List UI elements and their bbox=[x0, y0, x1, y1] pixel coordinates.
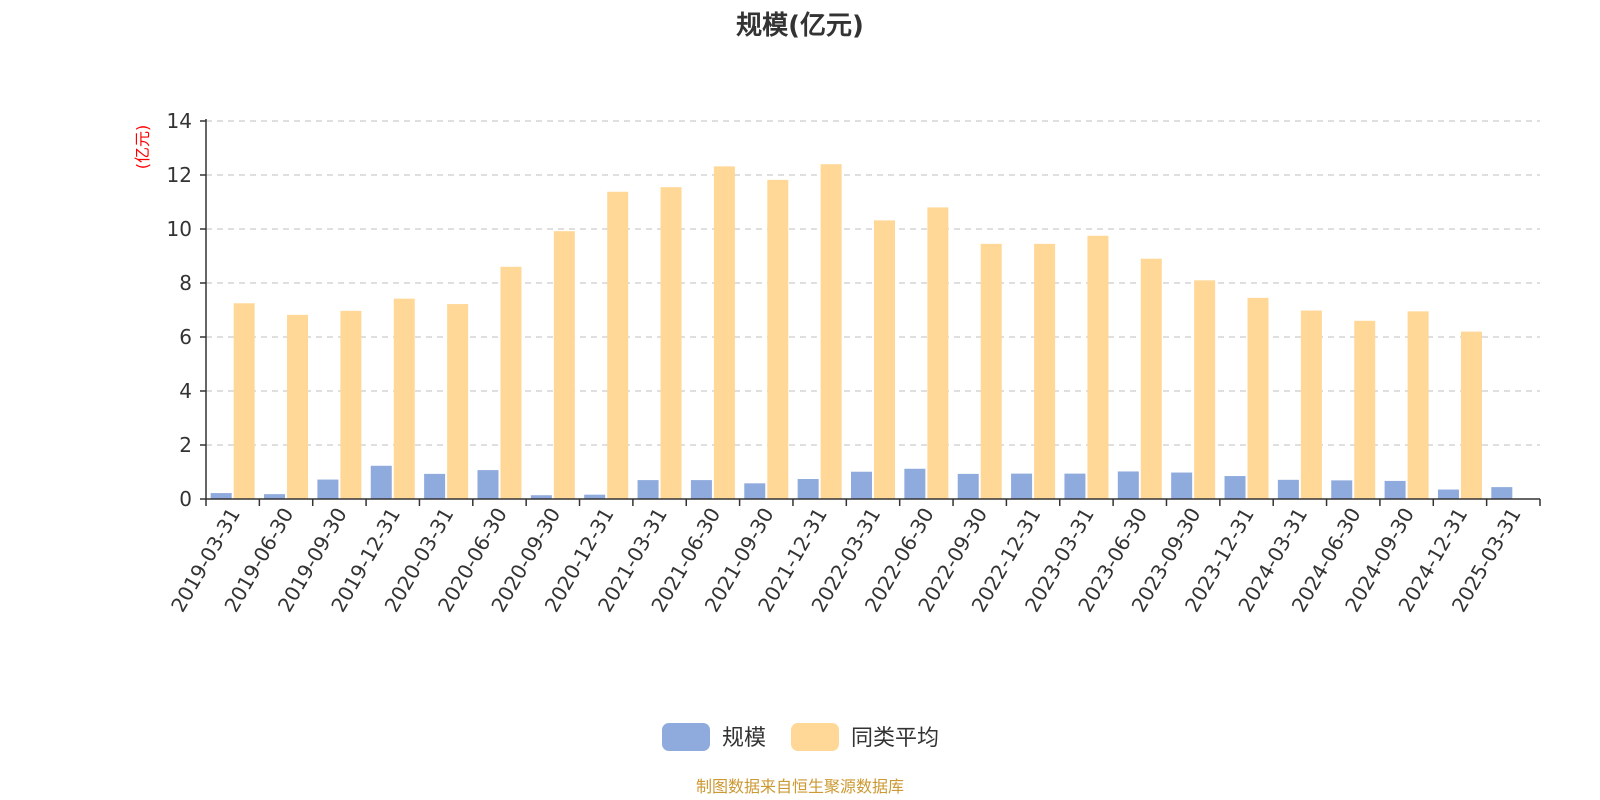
bar-peer-average bbox=[1407, 311, 1429, 499]
y-tick-label: 2 bbox=[179, 433, 192, 457]
bar-scale bbox=[690, 480, 712, 499]
bar-peer-average bbox=[233, 303, 255, 499]
bar-peer-average bbox=[1460, 331, 1482, 499]
bar-scale bbox=[477, 470, 499, 499]
bar-peer-average bbox=[1354, 320, 1376, 499]
legend-label-scale: 规模 bbox=[722, 726, 766, 751]
bar-peer-average bbox=[660, 187, 682, 499]
bar-peer-average bbox=[1034, 243, 1056, 499]
bar-scale bbox=[904, 468, 926, 499]
bar-scale bbox=[1491, 487, 1513, 499]
y-tick-label: 4 bbox=[179, 379, 192, 403]
bar-peer-average bbox=[927, 207, 949, 499]
bar-peer-average bbox=[447, 304, 469, 499]
bar-scale bbox=[210, 493, 232, 499]
y-tick-label: 6 bbox=[179, 325, 192, 349]
bar-peer-average bbox=[980, 243, 1002, 499]
bar-scale bbox=[1117, 471, 1139, 499]
legend-swatch-scale bbox=[662, 723, 710, 751]
bar-peer-average bbox=[287, 314, 309, 499]
bar-scale bbox=[637, 480, 659, 499]
bar-peer-average bbox=[713, 166, 735, 500]
bar-peer-average bbox=[500, 266, 522, 499]
bar-scale bbox=[1437, 489, 1459, 499]
bar-scale bbox=[1224, 476, 1246, 499]
y-axis-unit-label: (亿元) bbox=[133, 125, 152, 170]
bar-peer-average bbox=[820, 164, 842, 499]
axes: 024681012142019-03-312019-06-302019-09-3… bbox=[166, 109, 1541, 616]
bar-scale bbox=[264, 494, 286, 499]
y-tick-label: 14 bbox=[167, 109, 192, 133]
bar-scale bbox=[1277, 479, 1299, 499]
bar-peer-average bbox=[1087, 235, 1109, 499]
bar-scale bbox=[1384, 480, 1406, 499]
bar-peer-average bbox=[1140, 258, 1162, 499]
bar-scale bbox=[424, 473, 446, 499]
y-tick-label: 12 bbox=[167, 163, 192, 187]
bar-peer-average bbox=[1300, 310, 1322, 499]
bar-scale bbox=[1331, 480, 1353, 499]
chart-title: 规模(亿元) bbox=[736, 11, 864, 41]
bar-scale bbox=[851, 471, 872, 499]
legend-swatch-peer-average bbox=[791, 723, 839, 751]
bars bbox=[210, 164, 1513, 500]
legend: 规模 同类平均 bbox=[662, 723, 939, 751]
bar-peer-average bbox=[607, 191, 629, 500]
bar-scale bbox=[797, 479, 819, 499]
y-tick-label: 10 bbox=[167, 217, 192, 241]
y-tick-label: 0 bbox=[179, 487, 192, 511]
bar-peer-average bbox=[393, 298, 415, 499]
bar-peer-average bbox=[340, 310, 362, 499]
bar-peer-average bbox=[553, 231, 575, 499]
bar-scale bbox=[584, 494, 606, 499]
data-source-note: 制图数据来自恒生聚源数据库 bbox=[696, 777, 904, 796]
legend-label-peer-average: 同类平均 bbox=[851, 726, 939, 751]
bar-scale bbox=[1171, 472, 1193, 499]
bar-scale bbox=[1011, 473, 1033, 499]
y-tick-label: 8 bbox=[179, 271, 192, 295]
bar-peer-average bbox=[1247, 297, 1269, 499]
bar-scale bbox=[744, 483, 766, 499]
bar-peer-average bbox=[874, 220, 895, 500]
bar-scale bbox=[1064, 473, 1086, 499]
bar-scale bbox=[317, 479, 339, 499]
bar-peer-average bbox=[1194, 280, 1216, 499]
bar-scale bbox=[530, 495, 552, 499]
bar-scale bbox=[370, 465, 392, 499]
bar-scale bbox=[957, 473, 979, 499]
bar-peer-average bbox=[767, 179, 789, 500]
